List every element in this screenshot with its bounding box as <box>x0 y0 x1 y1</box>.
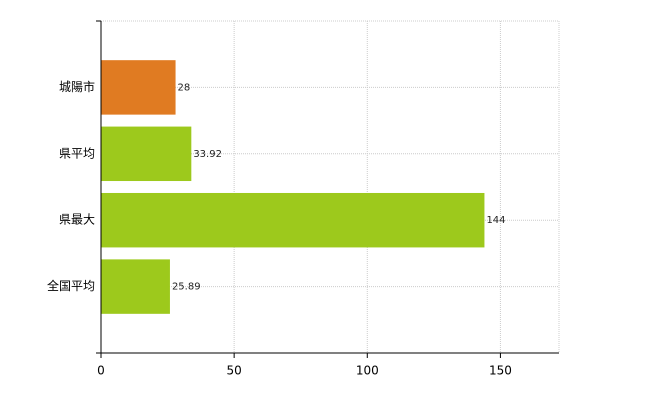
x-tick-label: 0 <box>97 364 105 378</box>
value-label: 25.89 <box>172 282 201 293</box>
bar <box>101 126 192 182</box>
bar <box>101 192 485 248</box>
y-tick-label: 全国平均 <box>47 278 95 293</box>
x-tick-label: 150 <box>489 364 512 378</box>
y-tick-label: 県最大 <box>59 213 95 227</box>
value-label: 28 <box>178 82 191 93</box>
value-label: 33.92 <box>193 149 222 160</box>
x-tick-label: 100 <box>356 364 379 378</box>
x-tick-label: 50 <box>226 364 241 378</box>
bar <box>101 60 176 115</box>
y-tick-label: 城陽市 <box>59 79 95 94</box>
bar <box>101 259 170 314</box>
y-tick-label: 県平均 <box>59 146 95 160</box>
value-label: 144 <box>486 215 505 226</box>
